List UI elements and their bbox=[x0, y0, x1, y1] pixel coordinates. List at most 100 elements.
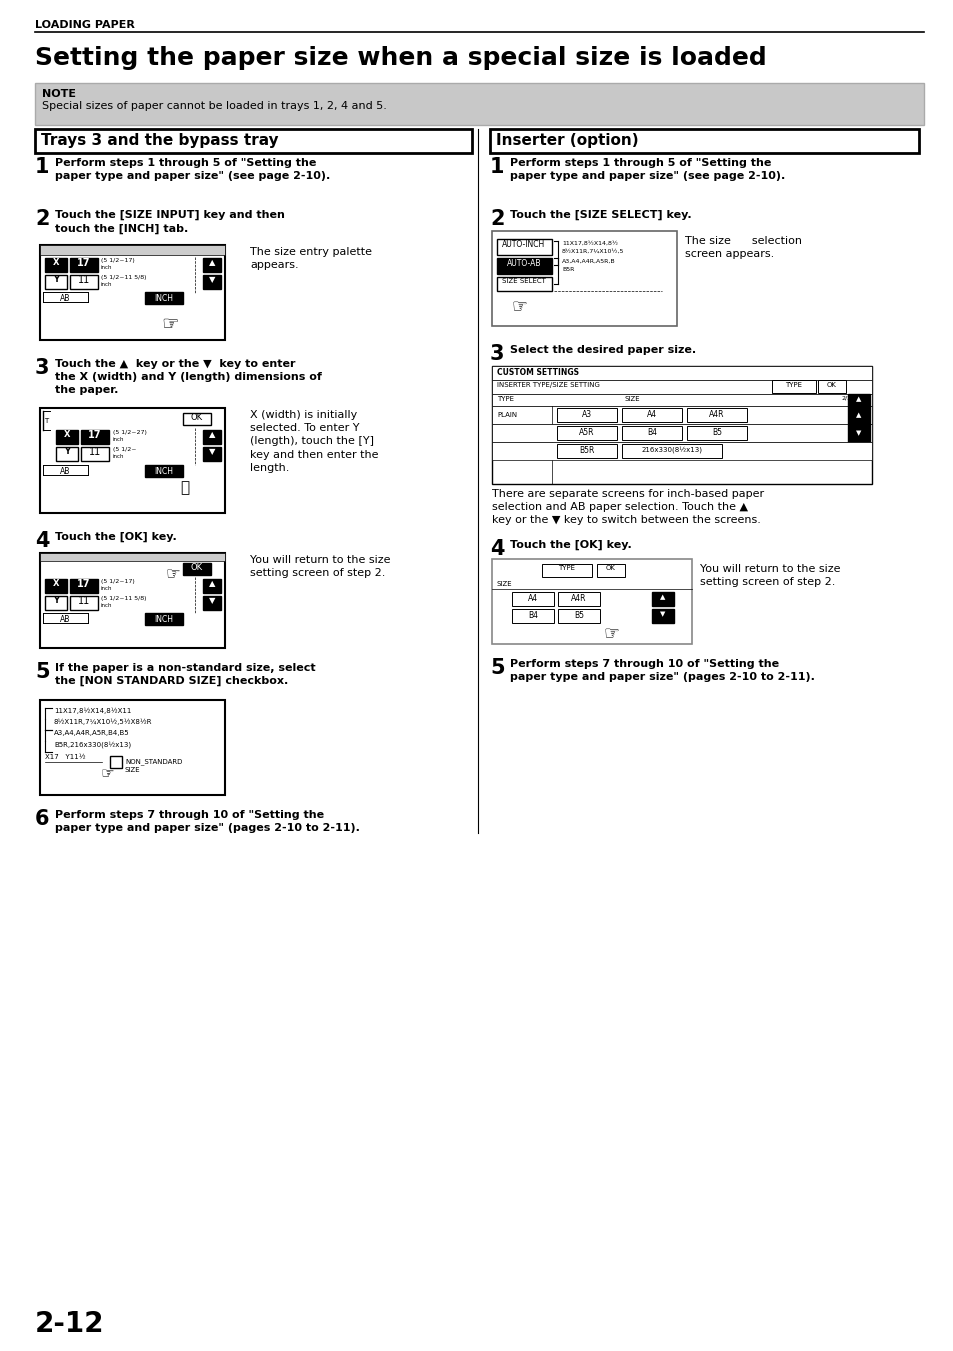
FancyBboxPatch shape bbox=[651, 592, 673, 607]
FancyBboxPatch shape bbox=[492, 366, 871, 380]
FancyBboxPatch shape bbox=[45, 596, 67, 611]
Text: If the paper is a non-standard size, select
the [NON STANDARD SIZE] checkbox.: If the paper is a non-standard size, sel… bbox=[55, 663, 315, 686]
FancyBboxPatch shape bbox=[557, 426, 617, 440]
FancyBboxPatch shape bbox=[497, 239, 552, 255]
FancyBboxPatch shape bbox=[145, 613, 183, 626]
Text: A4R: A4R bbox=[708, 409, 724, 419]
FancyBboxPatch shape bbox=[45, 276, 67, 289]
Text: ▲: ▲ bbox=[209, 430, 215, 439]
Text: A4: A4 bbox=[646, 409, 657, 419]
Text: 👍: 👍 bbox=[180, 480, 190, 494]
Text: Perform steps 7 through 10 of "Setting the
paper type and paper size" (pages 2-1: Perform steps 7 through 10 of "Setting t… bbox=[510, 659, 814, 682]
Text: 2/2: 2/2 bbox=[841, 396, 851, 401]
Text: Touch the [SIZE INPUT] key and then
touch the [INCH] tab.: Touch the [SIZE INPUT] key and then touc… bbox=[55, 209, 285, 234]
Text: ▲: ▲ bbox=[856, 396, 861, 403]
Text: Touch the [SIZE SELECT] key.: Touch the [SIZE SELECT] key. bbox=[510, 209, 691, 220]
Text: NON_STANDARD
SIZE: NON_STANDARD SIZE bbox=[125, 758, 182, 773]
Text: (5 1/2~11 5/8): (5 1/2~11 5/8) bbox=[101, 596, 147, 601]
Text: ☞: ☞ bbox=[100, 766, 113, 781]
Text: (5 1/2~: (5 1/2~ bbox=[112, 447, 136, 453]
FancyBboxPatch shape bbox=[492, 231, 677, 326]
FancyBboxPatch shape bbox=[81, 447, 109, 461]
FancyBboxPatch shape bbox=[686, 408, 746, 422]
Text: A3,A4,A4R,A5R,B4,B5: A3,A4,A4R,A5R,B4,B5 bbox=[54, 730, 130, 736]
Text: OK: OK bbox=[605, 565, 616, 571]
Text: There are separate screens for inch-based paper
selection and AB paper selection: There are separate screens for inch-base… bbox=[492, 489, 763, 526]
FancyBboxPatch shape bbox=[183, 563, 211, 576]
Text: X (width) is initially
selected. To enter Y
(length), touch the [Y]
key and then: X (width) is initially selected. To ente… bbox=[250, 409, 378, 473]
Text: CUSTOM SETTINGS: CUSTOM SETTINGS bbox=[497, 367, 578, 377]
Text: 8½X11R,7¼X10½,5: 8½X11R,7¼X10½,5 bbox=[561, 249, 623, 254]
Text: (5 1/2~27): (5 1/2~27) bbox=[112, 430, 147, 435]
Text: AB: AB bbox=[60, 295, 71, 303]
Text: AUTO-INCH: AUTO-INCH bbox=[502, 240, 545, 249]
Text: A3,A4,A4R,A5R,B: A3,A4,A4R,A5R,B bbox=[561, 259, 615, 263]
Text: 5: 5 bbox=[490, 658, 504, 678]
Text: 2: 2 bbox=[35, 209, 50, 230]
Text: Touch the [OK] key.: Touch the [OK] key. bbox=[55, 532, 176, 542]
FancyBboxPatch shape bbox=[817, 380, 845, 393]
Text: 11: 11 bbox=[89, 447, 101, 457]
Text: inch: inch bbox=[101, 603, 112, 608]
Text: AB: AB bbox=[60, 615, 71, 624]
Text: Special sizes of paper cannot be loaded in trays 1, 2, 4 and 5.: Special sizes of paper cannot be loaded … bbox=[42, 101, 387, 111]
Text: LOADING PAPER: LOADING PAPER bbox=[35, 20, 134, 30]
FancyBboxPatch shape bbox=[492, 394, 871, 407]
FancyBboxPatch shape bbox=[497, 258, 552, 274]
FancyBboxPatch shape bbox=[81, 430, 109, 444]
FancyBboxPatch shape bbox=[40, 245, 225, 340]
Text: The size      selection
screen appears.: The size selection screen appears. bbox=[684, 236, 801, 259]
Text: ▼: ▼ bbox=[659, 611, 665, 617]
Text: (5 1/2~17): (5 1/2~17) bbox=[101, 580, 134, 584]
FancyBboxPatch shape bbox=[771, 380, 815, 393]
Text: 1: 1 bbox=[35, 157, 50, 177]
Text: ▼: ▼ bbox=[209, 447, 215, 457]
Text: X: X bbox=[52, 580, 59, 588]
Text: 8½X11R,7¼X10½,5½X8½R: 8½X11R,7¼X10½,5½X8½R bbox=[54, 719, 152, 725]
Text: ▲: ▲ bbox=[209, 580, 215, 588]
FancyBboxPatch shape bbox=[541, 563, 592, 577]
FancyBboxPatch shape bbox=[492, 366, 871, 484]
Text: TYPE: TYPE bbox=[784, 382, 801, 388]
Text: 17: 17 bbox=[77, 258, 91, 267]
Text: Select the desired paper size.: Select the desired paper size. bbox=[510, 345, 696, 355]
Text: 4: 4 bbox=[35, 531, 50, 551]
FancyBboxPatch shape bbox=[203, 258, 221, 272]
Text: Perform steps 7 through 10 of "Setting the
paper type and paper size" (pages 2-1: Perform steps 7 through 10 of "Setting t… bbox=[55, 811, 359, 834]
Text: inch: inch bbox=[112, 454, 125, 459]
Text: OK: OK bbox=[826, 382, 836, 388]
Text: ▼: ▼ bbox=[209, 596, 215, 605]
Text: INCH: INCH bbox=[154, 615, 173, 624]
Text: A3: A3 bbox=[581, 409, 592, 419]
FancyBboxPatch shape bbox=[70, 258, 98, 272]
Text: Y: Y bbox=[53, 596, 59, 605]
FancyBboxPatch shape bbox=[56, 430, 78, 444]
Text: Perform steps 1 through 5 of "Setting the
paper type and paper size" (see page 2: Perform steps 1 through 5 of "Setting th… bbox=[55, 158, 330, 181]
Text: A4R: A4R bbox=[571, 594, 586, 603]
Text: 216x330(8½x13): 216x330(8½x13) bbox=[640, 446, 701, 453]
Text: 17: 17 bbox=[89, 430, 102, 440]
Text: Inserter (option): Inserter (option) bbox=[496, 132, 638, 149]
Text: B4: B4 bbox=[527, 611, 537, 620]
Text: Setting the paper size when a special size is loaded: Setting the paper size when a special si… bbox=[35, 46, 766, 70]
Text: ▲: ▲ bbox=[209, 258, 215, 267]
Text: B5: B5 bbox=[711, 428, 721, 436]
FancyBboxPatch shape bbox=[45, 258, 67, 272]
Text: Trays 3 and the bypass tray: Trays 3 and the bypass tray bbox=[41, 132, 278, 149]
Text: AUTO-AB: AUTO-AB bbox=[506, 259, 540, 267]
Text: OK: OK bbox=[191, 413, 203, 422]
FancyBboxPatch shape bbox=[70, 276, 98, 289]
Text: ☞: ☞ bbox=[166, 565, 180, 584]
Text: Y: Y bbox=[53, 276, 59, 284]
Text: inch: inch bbox=[101, 282, 112, 286]
Text: 1: 1 bbox=[490, 157, 504, 177]
Text: 11: 11 bbox=[78, 276, 90, 285]
Text: AB: AB bbox=[60, 467, 71, 476]
Text: 6: 6 bbox=[35, 809, 50, 830]
Text: X: X bbox=[52, 258, 59, 267]
Text: 17: 17 bbox=[77, 580, 91, 589]
Text: TYPE: TYPE bbox=[558, 565, 575, 571]
Text: INCH: INCH bbox=[154, 295, 173, 303]
Text: SIZE: SIZE bbox=[623, 396, 639, 403]
Text: PLAIN: PLAIN bbox=[497, 412, 517, 417]
